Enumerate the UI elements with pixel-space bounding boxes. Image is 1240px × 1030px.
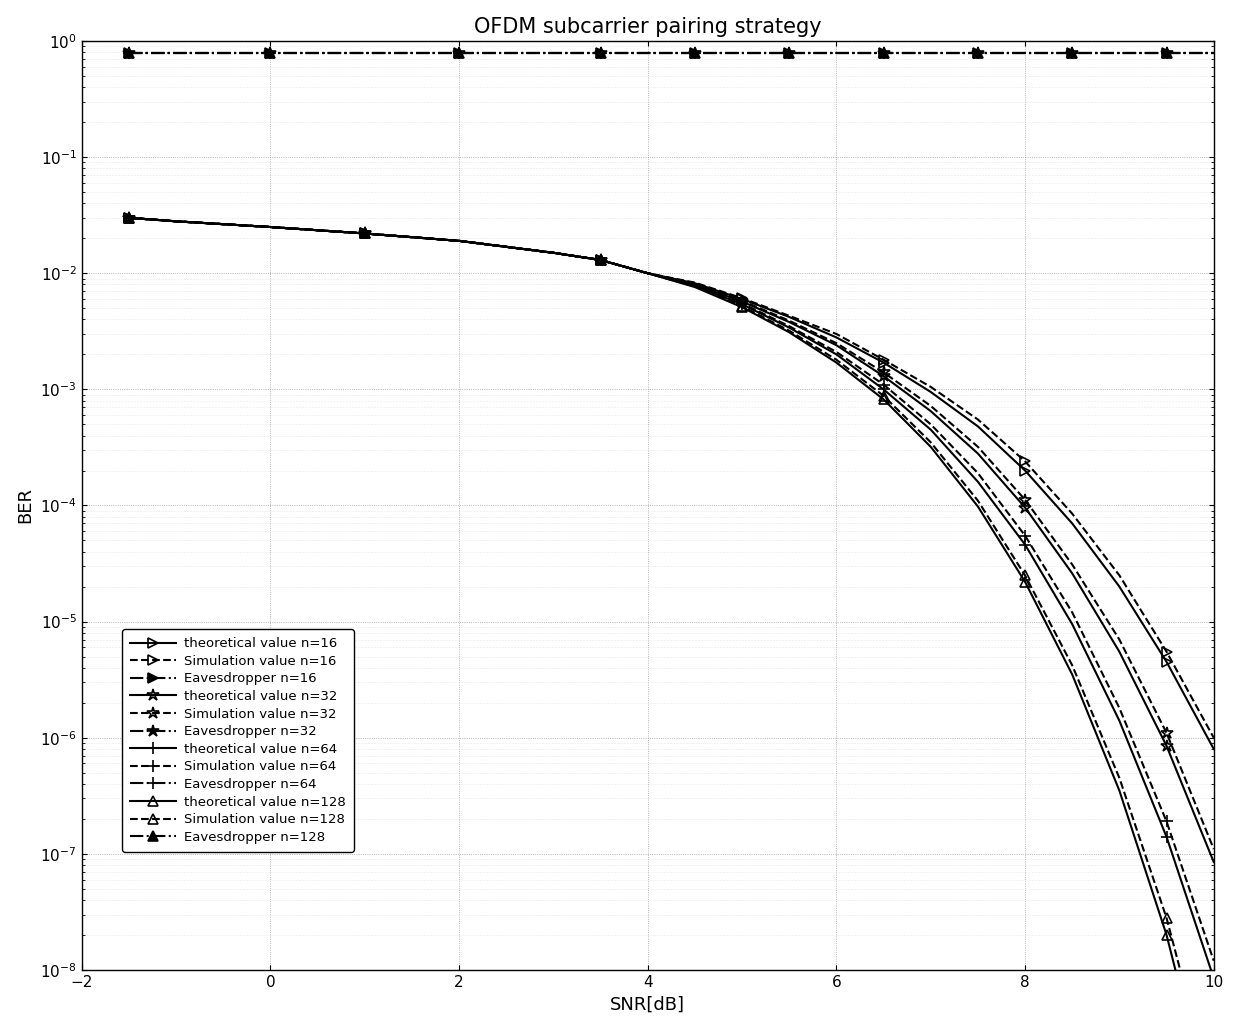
Y-axis label: BER: BER — [16, 487, 35, 523]
X-axis label: SNR[dB]: SNR[dB] — [610, 995, 686, 1014]
Legend: theoretical value n=16, Simulation value n=16, Eavesdropper n=16, theoretical va: theoretical value n=16, Simulation value… — [123, 629, 353, 852]
Title: OFDM subcarrier pairing strategy: OFDM subcarrier pairing strategy — [474, 16, 822, 37]
